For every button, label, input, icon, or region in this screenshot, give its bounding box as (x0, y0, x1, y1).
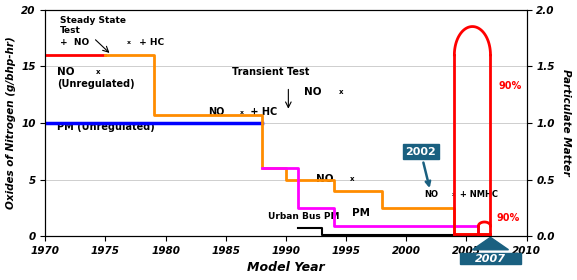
Text: Test: Test (60, 26, 81, 35)
Y-axis label: Oxides of Nitrogen (g/bhp-hr): Oxides of Nitrogen (g/bhp-hr) (6, 36, 16, 209)
Text: Steady State: Steady State (60, 16, 126, 25)
Text: + HC: + HC (248, 107, 278, 117)
Text: (Unregulated): (Unregulated) (57, 79, 135, 88)
Text: 90%: 90% (499, 81, 522, 91)
Text: x: x (127, 40, 131, 45)
Y-axis label: Particulate Matter: Particulate Matter (561, 69, 571, 176)
Text: x: x (350, 176, 354, 182)
X-axis label: Model Year: Model Year (247, 262, 325, 274)
Text: x: x (339, 88, 343, 95)
Text: NO: NO (424, 190, 439, 199)
Text: PM: PM (352, 208, 370, 218)
Text: Urban Bus PM: Urban Bus PM (268, 212, 339, 221)
Text: x: x (452, 192, 455, 197)
Text: + NMHC: + NMHC (457, 190, 498, 199)
Text: NO: NO (208, 107, 224, 117)
Text: NO: NO (57, 67, 75, 77)
Text: +  NO: + NO (60, 38, 89, 47)
Text: x: x (240, 110, 244, 115)
Text: Transient Test: Transient Test (232, 67, 309, 77)
Text: NO: NO (304, 87, 321, 97)
Text: NO: NO (316, 174, 334, 184)
Text: 2002: 2002 (405, 147, 436, 185)
Polygon shape (473, 237, 508, 250)
Text: x: x (96, 69, 100, 75)
Text: 2007: 2007 (475, 254, 506, 264)
Text: 90%: 90% (496, 213, 520, 223)
Polygon shape (460, 253, 520, 265)
Text: PM (Unregulated): PM (Unregulated) (57, 122, 155, 132)
Text: + HC: + HC (136, 38, 164, 47)
